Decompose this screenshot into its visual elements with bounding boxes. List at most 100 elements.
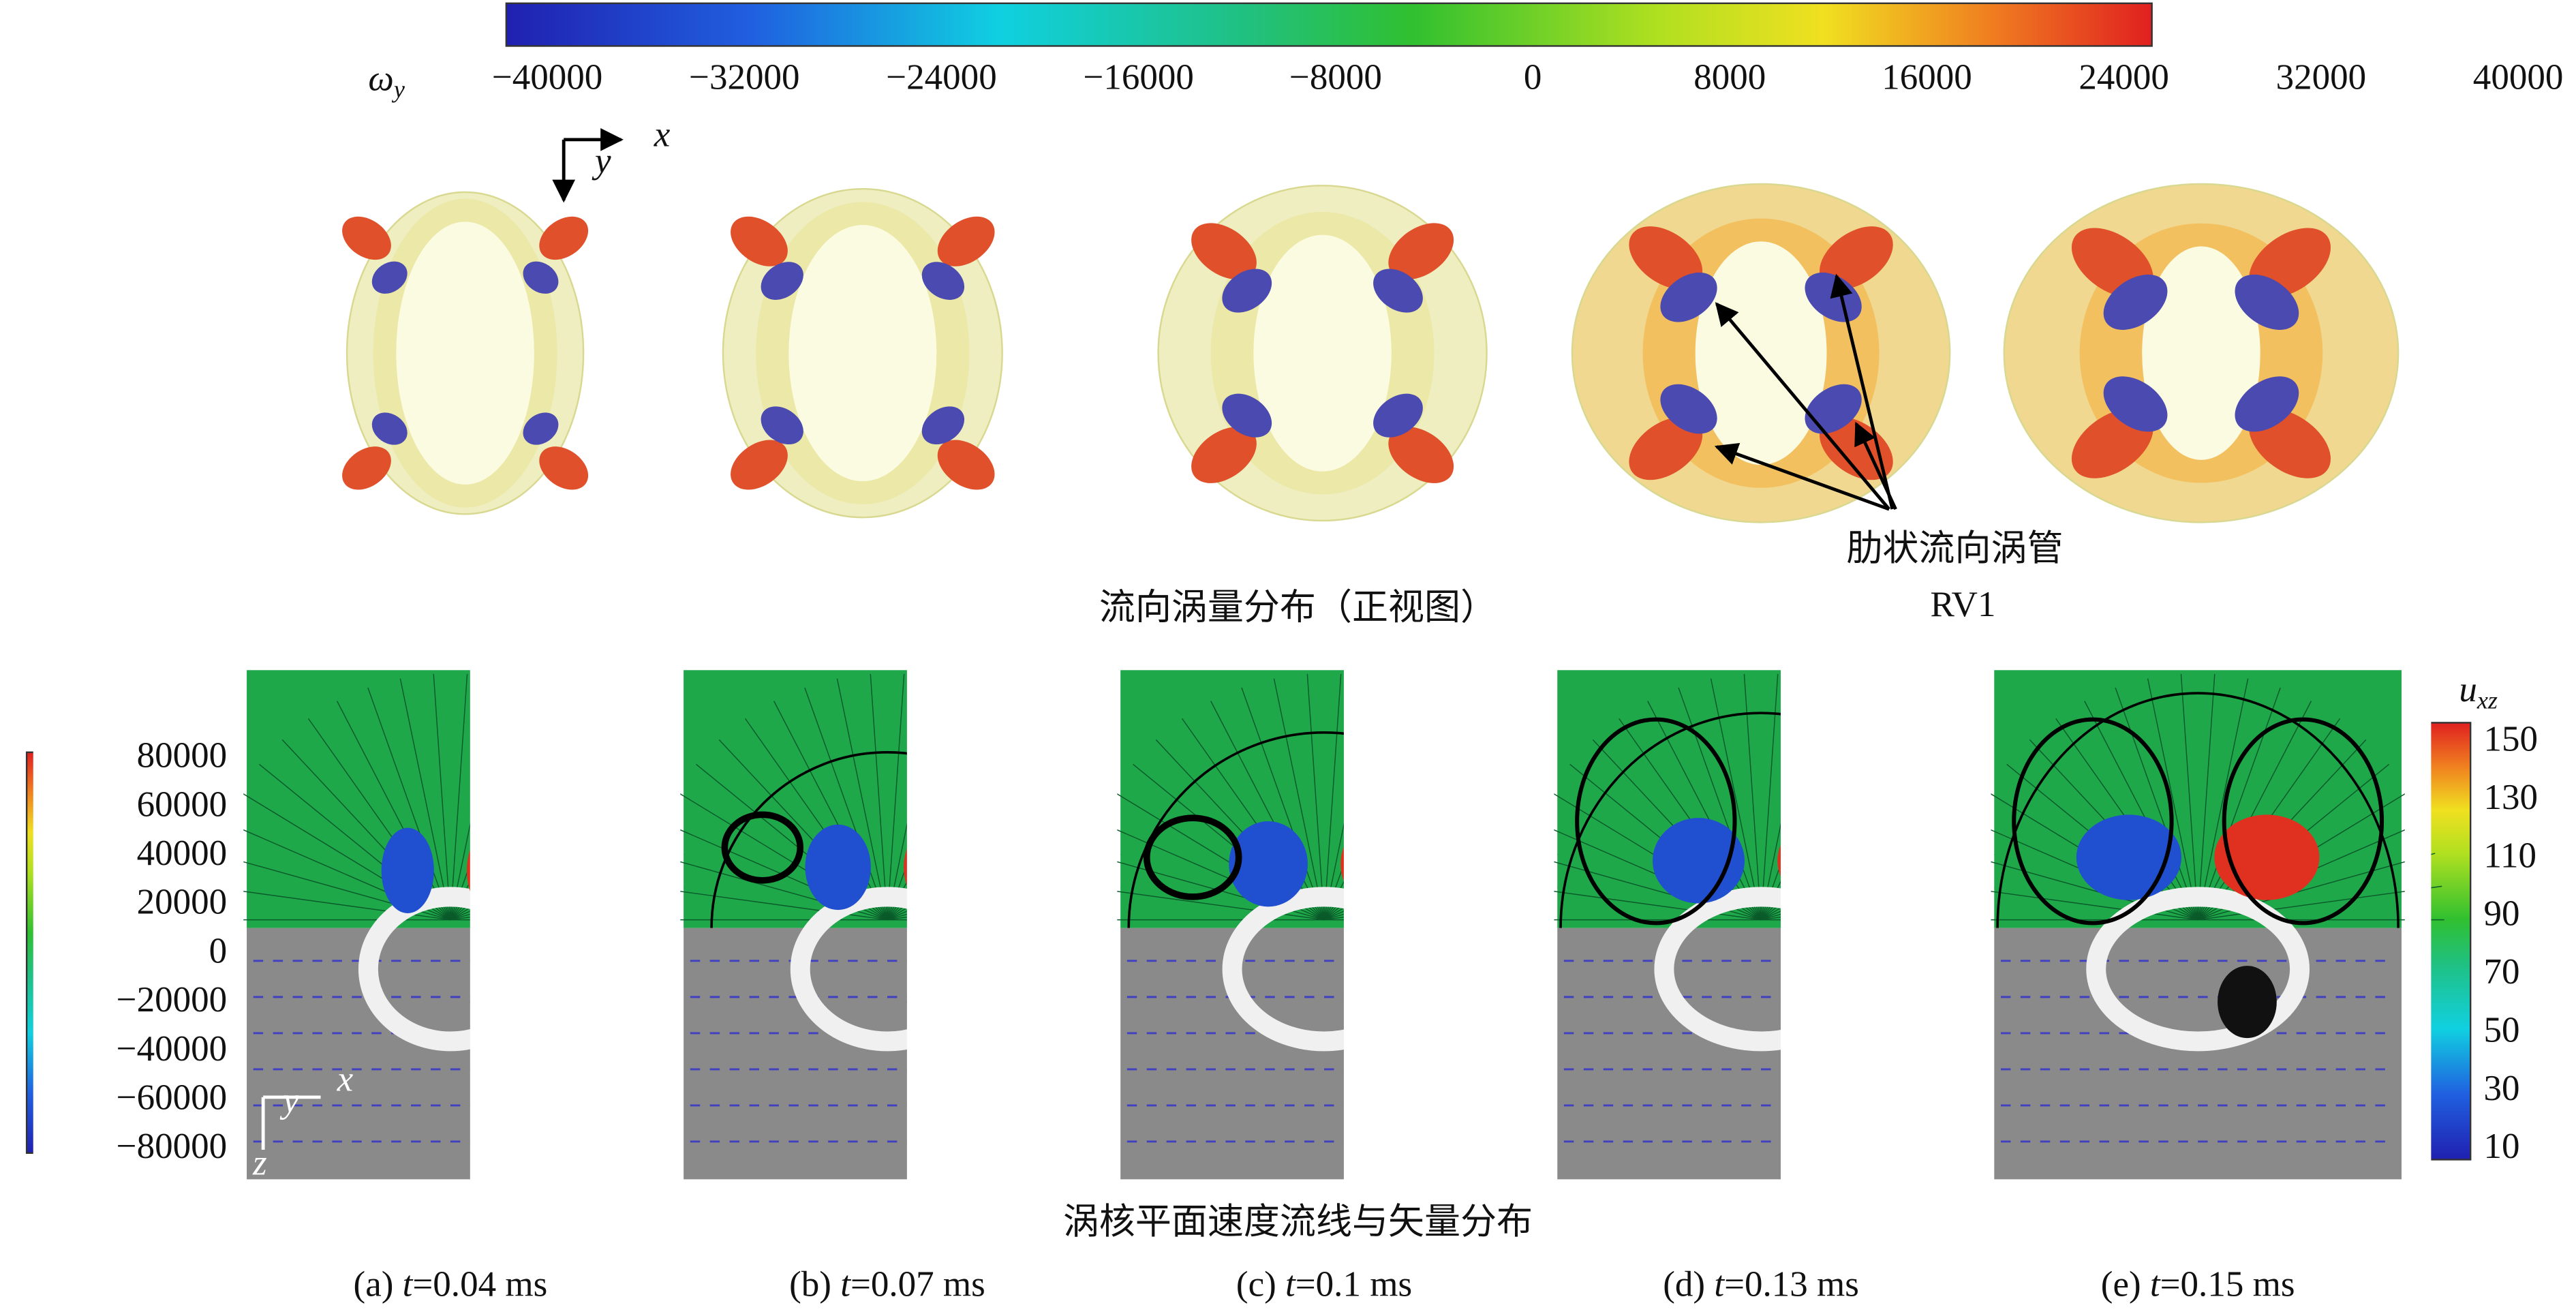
vortex-red — [1388, 427, 1454, 483]
axis-x: x — [337, 1059, 354, 1099]
vortex-ring-dark — [2218, 966, 2277, 1039]
panel-caption: (e) t=0.15 ms — [2101, 1265, 2295, 1304]
streamline — [1953, 885, 2198, 921]
ellipsoid — [342, 191, 589, 515]
cover — [470, 657, 681, 1183]
vortex-blue — [1373, 393, 1423, 438]
vortex-blue — [805, 824, 871, 911]
top-colorbar-tick: −32000 — [689, 57, 799, 97]
vortex-core — [2222, 717, 2385, 926]
left-colorbar-tick: 0 — [209, 931, 228, 971]
top-row — [342, 183, 2399, 523]
right-colorbar-tick: 50 — [2483, 1010, 2519, 1050]
vortex-core — [2012, 717, 2174, 926]
streamline — [450, 673, 468, 920]
caption-rest: =0.07 ms — [850, 1265, 985, 1304]
streamline — [1241, 687, 1325, 920]
streamline — [887, 673, 905, 920]
streamline — [1273, 678, 1325, 920]
core — [2142, 246, 2260, 460]
axis-y: y — [592, 141, 611, 181]
vortex-blue — [371, 412, 408, 445]
vortex-red — [539, 446, 589, 490]
streamline — [2197, 678, 2249, 920]
right-colorbar-tick: 130 — [2483, 778, 2538, 817]
streamline — [1306, 673, 1325, 920]
right-colorbar-tick: 70 — [2483, 952, 2519, 992]
vortex-blue — [381, 827, 434, 913]
vortex-red — [1629, 226, 1703, 290]
top-colorbar-tick: 40000 — [2473, 57, 2564, 97]
right-colorbar-label: uxz — [2459, 670, 2498, 714]
right-colorbar-tick: 30 — [2483, 1069, 2519, 1108]
ellipsoid — [722, 187, 1003, 519]
streamline — [1210, 701, 1325, 920]
cover — [2404, 657, 2432, 1183]
core — [1253, 234, 1392, 472]
vortex-blue — [2103, 274, 2168, 330]
caption-var: t — [403, 1265, 414, 1304]
caption-prefix: (b) — [789, 1265, 840, 1304]
caption-rest: =0.15 ms — [2160, 1265, 2295, 1304]
vortex-red — [1629, 416, 1703, 480]
streamline — [804, 687, 888, 920]
streamline — [1516, 885, 1762, 921]
vortex-blue — [1660, 384, 1717, 434]
vortex-red — [342, 446, 391, 490]
vortex-blue — [921, 406, 965, 445]
caption-var: t — [1714, 1265, 1725, 1304]
caption-prefix: (a) — [354, 1265, 403, 1304]
right-colorbar-tick: 110 — [2483, 836, 2536, 875]
vortex-red — [1191, 223, 1257, 280]
vortex-red — [1191, 427, 1257, 483]
vortex-blue — [1653, 818, 1745, 904]
right-colorbar-tick: 90 — [2483, 894, 2519, 934]
left-colorbar-tick: 60000 — [137, 784, 228, 824]
vortex-red — [937, 440, 995, 490]
caption-rest: =0.1 ms — [1295, 1265, 1412, 1304]
vortex-red — [937, 216, 995, 266]
boundary — [1996, 692, 2399, 928]
vortex-blue — [371, 261, 408, 294]
streamline — [870, 673, 888, 920]
vortex-red — [731, 216, 788, 266]
right-colorbar-tick: 10 — [2483, 1127, 2519, 1166]
top-colorbar-tick: −24000 — [886, 57, 996, 97]
streamline — [836, 678, 888, 920]
vortex-blue — [1222, 393, 1272, 438]
vortex-blue — [1805, 384, 1862, 434]
vortex-blue — [761, 406, 803, 445]
ellipsoid — [2003, 183, 2399, 523]
left-colorbar-tick: 20000 — [137, 883, 228, 922]
streamline — [2197, 687, 2281, 920]
caption-prefix: (d) — [1663, 1265, 1714, 1304]
streamline — [2180, 673, 2198, 920]
vortex-core — [721, 811, 804, 884]
bottom-caption: 涡核平面速度流线与矢量分布 — [1063, 1202, 1533, 1242]
vortex-blue — [2103, 376, 2168, 432]
streamline — [1743, 673, 1762, 920]
left-colorbar-tick: −40000 — [117, 1029, 227, 1069]
cover — [1781, 657, 1991, 1183]
caption-rest: =0.13 ms — [1724, 1265, 1859, 1304]
annotation-name: 肋状流向涡管 — [1846, 529, 2063, 568]
top-colorbar-tick: −16000 — [1083, 57, 1193, 97]
ellipsoid — [1571, 183, 1951, 523]
cover — [1343, 657, 1554, 1183]
streamline — [2147, 678, 2198, 920]
caption-var: t — [2150, 1265, 2161, 1304]
vortex-blue — [2235, 376, 2299, 432]
streamline — [399, 678, 451, 920]
vortex-red — [342, 216, 391, 260]
cover — [906, 657, 1118, 1183]
core — [1695, 241, 1827, 465]
caption-var: t — [840, 1265, 851, 1304]
top-colorbar-tick: 0 — [1524, 57, 1542, 97]
ellipsoid — [1157, 185, 1488, 522]
core — [788, 225, 937, 482]
top-colorbar — [505, 2, 2153, 47]
panel-caption: (c) t=0.1 ms — [1236, 1265, 1412, 1304]
vortex-blue — [921, 262, 965, 300]
top-colorbar-tick: 24000 — [2079, 57, 2169, 97]
